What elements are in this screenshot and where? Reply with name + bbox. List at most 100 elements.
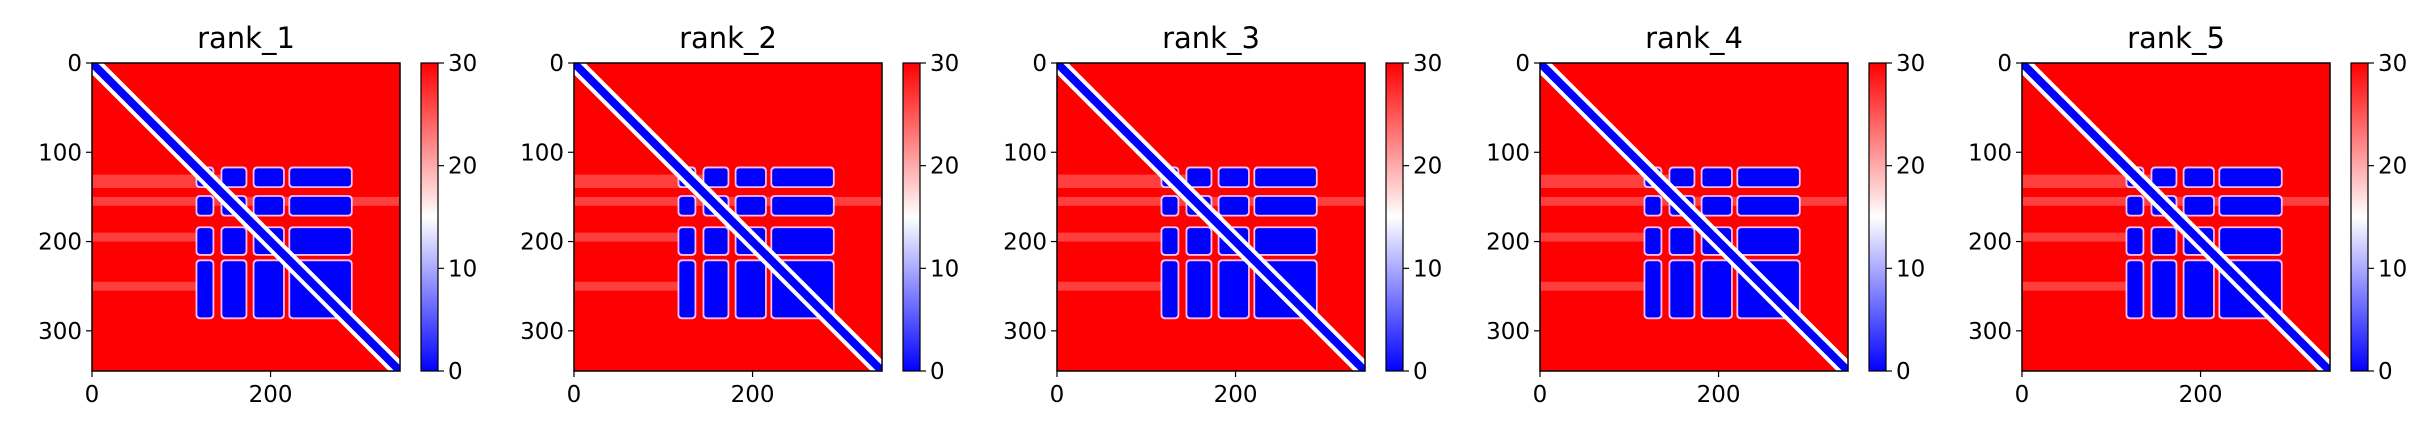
chart-title: rank_1: [197, 21, 295, 55]
heatmap-block: [2220, 168, 2281, 186]
panel-rank-4: rank_40 20001002003000102030: [1486, 21, 1925, 408]
heatmap-faint-band: [92, 282, 199, 291]
heatmap-block: [197, 228, 212, 254]
heatmap-faint-band: [574, 282, 681, 291]
y-tick-label: 0: [549, 51, 564, 77]
y-tick-label: 200: [1968, 230, 2012, 256]
y-tick-label: 300: [1486, 319, 1530, 345]
heatmap-block: [1255, 168, 1316, 186]
y-tick-label: 200: [1003, 230, 1047, 256]
colorbar: [1386, 63, 1403, 371]
heatmap-block: [290, 228, 351, 254]
heatmap-block: [222, 261, 245, 317]
colorbar-tick-label: 0: [448, 359, 463, 385]
colorbar-tick-label: 20: [448, 154, 477, 180]
colorbar: [2351, 63, 2368, 371]
heatmap-block: [1670, 168, 1693, 186]
heatmap-block: [2220, 197, 2281, 215]
y-tick-label: 0: [1032, 51, 1047, 77]
x-tick-label: 200: [1214, 382, 1258, 408]
heatmap-block: [2184, 261, 2213, 317]
x-tick-label: 200: [2179, 382, 2223, 408]
heatmap-block: [772, 197, 833, 215]
heatmap-faint-band: [574, 233, 681, 242]
heatmap-block: [704, 168, 727, 186]
heatmap-block: [736, 197, 765, 215]
heatmap-block: [2184, 168, 2213, 186]
heatmap-faint-band: [2022, 282, 2129, 291]
heatmap-block: [1645, 197, 1660, 215]
x-tick-label: 0: [2015, 382, 2030, 408]
heatmap-faint-band: [2022, 233, 2129, 242]
heatmap-block: [1219, 261, 1248, 317]
x-tick-label: 0: [1050, 382, 1065, 408]
colorbar-tick-label: 20: [1896, 154, 1925, 180]
heatmap-block: [1187, 228, 1210, 254]
heatmap-block: [1702, 261, 1731, 317]
y-tick-label: 300: [520, 319, 564, 345]
heatmap-block: [679, 197, 694, 215]
panel-rank-3: rank_3 0 200 0 100 200 300 0 10 20 30: [1003, 21, 1442, 408]
x-tick-label: 0: [1533, 382, 1548, 408]
heatmap-faint-band: [1057, 233, 1164, 242]
heatmap-block: [290, 197, 351, 215]
heatmap-block: [704, 228, 727, 254]
y-tick-label: 300: [1968, 319, 2012, 345]
heatmap-block: [1670, 261, 1693, 317]
colorbar-tick-label: 10: [930, 256, 959, 282]
y-tick-label: 300: [38, 319, 82, 345]
heatmap-block: [2127, 228, 2142, 254]
colorbar-tick-label: 10: [448, 256, 477, 282]
heatmap-block: [290, 168, 351, 186]
heatmap-block: [704, 261, 727, 317]
heatmap-block: [1738, 228, 1799, 254]
heatmap-block: [2127, 261, 2142, 317]
y-tick-label: 200: [1486, 230, 1530, 256]
colorbar: [421, 63, 438, 371]
heatmap-block: [1219, 168, 1248, 186]
y-tick-label: 200: [520, 230, 564, 256]
x-tick-label: 200: [249, 382, 293, 408]
heatmap-block: [1187, 261, 1210, 317]
x-tick-label: 0: [85, 382, 100, 408]
heatmap-block: [1219, 197, 1248, 215]
heatmap-block: [1162, 197, 1177, 215]
y-tick-label: 100: [38, 140, 82, 166]
heatmap-block: [254, 261, 283, 317]
heatmap-block: [679, 261, 694, 317]
panel-rank-1: rank_1 0 200 0 100 200 300 0 10 20 30: [38, 21, 477, 408]
heatmap-block: [772, 168, 833, 186]
heatmap-block: [1162, 228, 1177, 254]
heatmap-block: [222, 228, 245, 254]
heatmap-block: [254, 197, 283, 215]
heatmap-faint-band: [1540, 282, 1647, 291]
heatmap-image: [92, 63, 400, 371]
y-tick-label: 100: [1003, 140, 1047, 166]
y-tick-label: 100: [520, 140, 564, 166]
heatmap-block: [2152, 168, 2175, 186]
panel-rank-2: rank_2 0 200 0 100 200 300 0 10 20 30: [520, 21, 959, 408]
colorbar: [1869, 63, 1886, 371]
colorbar-tick-label: 30: [2378, 51, 2407, 77]
colorbar-tick-label: 20: [1413, 154, 1442, 180]
colorbar-tick-label: 10: [2378, 256, 2407, 282]
heatmap-block: [1255, 228, 1316, 254]
colorbar-tick-label: 0: [2378, 359, 2393, 385]
heatmap-image: [1057, 63, 1365, 371]
chart-title: rank_4: [1645, 21, 1743, 55]
colorbar-tick-label: 10: [1896, 256, 1925, 282]
heatmap-faint-band: [1057, 282, 1164, 291]
colorbar-tick-label: 0: [1413, 359, 1428, 385]
heatmap-block: [1738, 168, 1799, 186]
heatmap-block: [679, 228, 694, 254]
y-tick-label: 100: [1486, 140, 1530, 166]
heatmap-block: [1702, 168, 1731, 186]
y-tick-label: 0: [1997, 51, 2012, 77]
heatmap-block: [2152, 261, 2175, 317]
y-tick-label: 200: [38, 230, 82, 256]
chart-title: rank_3: [1162, 21, 1260, 55]
heatmap-block: [1738, 197, 1799, 215]
heatmap-block: [772, 228, 833, 254]
heatmap-block: [1255, 197, 1316, 215]
